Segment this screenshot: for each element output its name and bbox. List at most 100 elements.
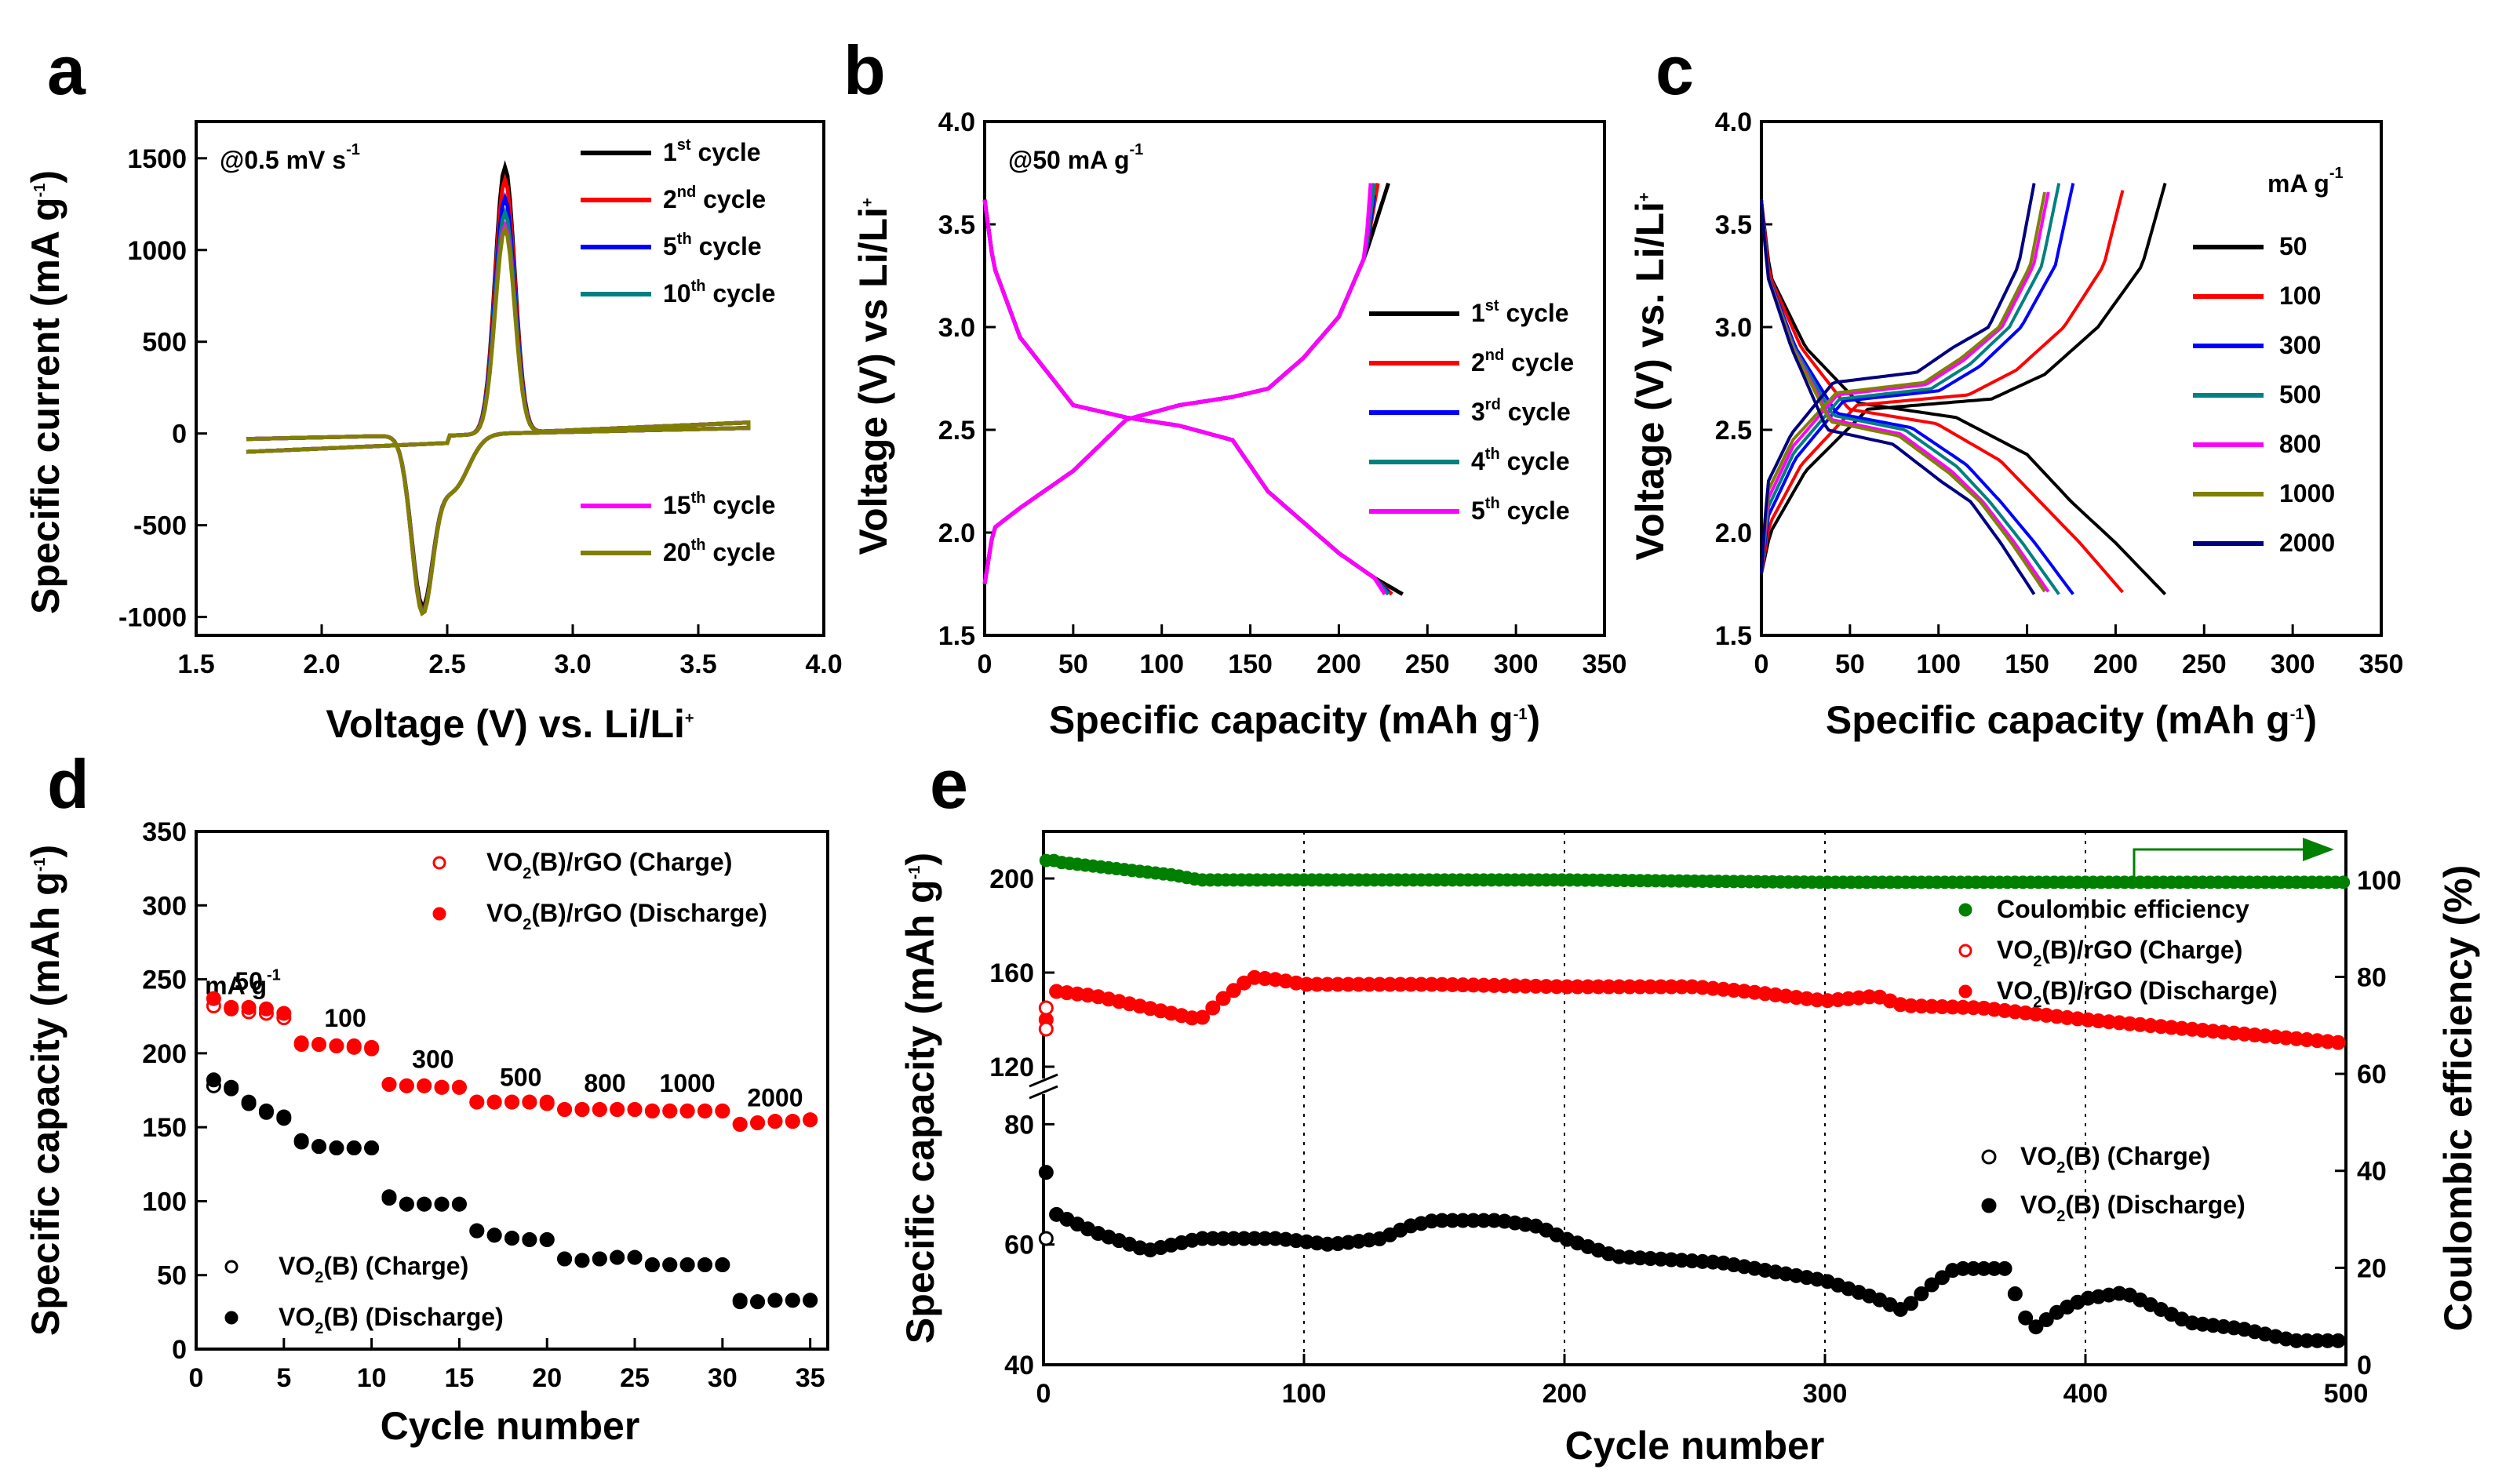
data-point bbox=[311, 1139, 327, 1155]
data-point bbox=[715, 1257, 730, 1273]
x-tick-label: 150 bbox=[2005, 649, 2049, 679]
charge-curve-5 bbox=[982, 183, 1373, 584]
y-tick-label: 2.5 bbox=[1715, 416, 1752, 446]
y-tick-label: 160 bbox=[989, 958, 1034, 988]
x-tick-label: 0 bbox=[978, 649, 993, 679]
plot-frame bbox=[195, 120, 825, 637]
y-axis-label: Specific capacity (mAh g-1) bbox=[24, 845, 67, 1336]
data-point bbox=[258, 1001, 274, 1017]
data-point bbox=[750, 1294, 766, 1310]
vo2-discharge-point bbox=[2038, 1312, 2054, 1327]
x-tick-label: 0 bbox=[1036, 1379, 1051, 1409]
rate-label: 800 bbox=[584, 1069, 625, 1097]
data-point bbox=[803, 1112, 818, 1128]
x-tick-label: 4.0 bbox=[805, 649, 842, 679]
y2-tick-label: 100 bbox=[2357, 866, 2402, 896]
legend-label: 2000 bbox=[2279, 529, 2335, 557]
legend-label: VO2(B) (Discharge) bbox=[279, 1303, 504, 1337]
charge-curve-100 bbox=[1760, 190, 2125, 574]
data-point bbox=[574, 1253, 590, 1268]
y-tick-label: 80 bbox=[1004, 1110, 1034, 1140]
legend-marker bbox=[224, 1260, 239, 1274]
panel-label: b bbox=[843, 31, 886, 109]
data-point bbox=[539, 1231, 555, 1247]
vo2-discharge-point bbox=[1997, 1260, 2012, 1276]
x-tick-label: 30 bbox=[708, 1363, 738, 1393]
legend-label: VO2(B)/rGO (Discharge) bbox=[486, 899, 767, 933]
data-point bbox=[311, 1037, 327, 1053]
x-axis-label: Voltage (V) vs. Li/Li+ bbox=[326, 702, 694, 746]
x-axis-label: Cycle number bbox=[381, 1404, 640, 1448]
data-point bbox=[592, 1251, 607, 1267]
x-tick-label: 250 bbox=[2182, 649, 2227, 679]
data-point bbox=[610, 1102, 625, 1118]
rate-label: 1000 bbox=[660, 1069, 716, 1097]
y2-axis-label: Coulombic efficiency (%) bbox=[2436, 865, 2480, 1332]
plot-frame bbox=[983, 120, 1606, 637]
legend-label: 800 bbox=[2279, 430, 2321, 458]
x-tick-label: 5 bbox=[276, 1363, 291, 1393]
data-point bbox=[258, 1103, 274, 1118]
x-tick-label: 2.5 bbox=[428, 649, 465, 679]
discharge-curve-4 bbox=[982, 199, 1390, 596]
y-tick-label: 300 bbox=[142, 891, 187, 921]
x-tick-label: 1.5 bbox=[177, 649, 214, 679]
data-point bbox=[522, 1094, 537, 1110]
vo2-discharge-point bbox=[2028, 1319, 2044, 1335]
data-point bbox=[662, 1103, 678, 1118]
charge-curve-300 bbox=[1760, 183, 2075, 574]
y-tick-label: 3.5 bbox=[938, 210, 975, 240]
x-tick-label: 300 bbox=[1803, 1379, 1848, 1409]
x-tick-label: 500 bbox=[2324, 1379, 2369, 1409]
vo2-discharge-point bbox=[1903, 1296, 1919, 1311]
data-point bbox=[417, 1078, 432, 1093]
y-tick-label: 2.0 bbox=[1715, 518, 1752, 548]
y2-tick-label: 80 bbox=[2357, 962, 2387, 992]
data-point bbox=[399, 1196, 414, 1212]
data-point bbox=[293, 1133, 309, 1148]
data-point bbox=[785, 1114, 800, 1129]
data-point bbox=[381, 1076, 397, 1092]
x-axis-label: Specific capacity (mAh g-1) bbox=[1049, 698, 1540, 742]
data-point bbox=[557, 1251, 573, 1267]
vo2-discharge-point bbox=[1038, 1165, 1054, 1180]
charge-curve-500 bbox=[1760, 183, 2061, 574]
data-point bbox=[750, 1115, 766, 1130]
data-point bbox=[627, 1249, 643, 1265]
y-tick-label: 200 bbox=[989, 864, 1034, 894]
data-point bbox=[767, 1293, 783, 1308]
y-tick-label: 3.5 bbox=[1715, 210, 1752, 240]
panel-label: e bbox=[930, 745, 968, 823]
data-point bbox=[434, 1079, 450, 1095]
charge-curve-2000 bbox=[1760, 183, 2036, 574]
data-point bbox=[469, 1094, 485, 1110]
x-tick-label: 25 bbox=[620, 1363, 650, 1393]
y-tick-label: 50 bbox=[157, 1261, 187, 1291]
data-point bbox=[241, 999, 257, 1015]
y-tick-label: 1500 bbox=[127, 144, 187, 174]
data-point bbox=[381, 1189, 397, 1205]
data-point bbox=[522, 1231, 537, 1247]
data-point bbox=[697, 1257, 712, 1273]
x-tick-label: 20 bbox=[532, 1363, 562, 1393]
axis-arrow-line bbox=[2133, 848, 2303, 886]
data-point bbox=[539, 1094, 555, 1110]
y2-tick-label: 20 bbox=[2357, 1253, 2387, 1283]
data-point bbox=[697, 1103, 712, 1118]
y-tick-label: 4.0 bbox=[1715, 107, 1752, 137]
vo2-discharge-point bbox=[2007, 1286, 2023, 1302]
x-tick-label: 300 bbox=[2271, 649, 2315, 679]
discharge-curve-1 bbox=[982, 199, 1404, 596]
charge-curve-4 bbox=[982, 183, 1377, 584]
data-point bbox=[241, 1094, 257, 1110]
data-point bbox=[644, 1257, 660, 1273]
panel-label: c bbox=[1655, 31, 1694, 109]
charge-curve-1 bbox=[982, 182, 1390, 584]
panel-label: a bbox=[47, 31, 86, 109]
x-axis-label: Cycle number bbox=[1565, 1424, 1825, 1468]
charge-curve-800 bbox=[1760, 191, 2050, 574]
x-tick-label: 200 bbox=[1317, 649, 1361, 679]
legend-label: VO2(B)/rGO (Charge) bbox=[486, 848, 732, 882]
y-tick-label: 4.0 bbox=[938, 107, 975, 137]
rate-label: 300 bbox=[412, 1046, 453, 1074]
